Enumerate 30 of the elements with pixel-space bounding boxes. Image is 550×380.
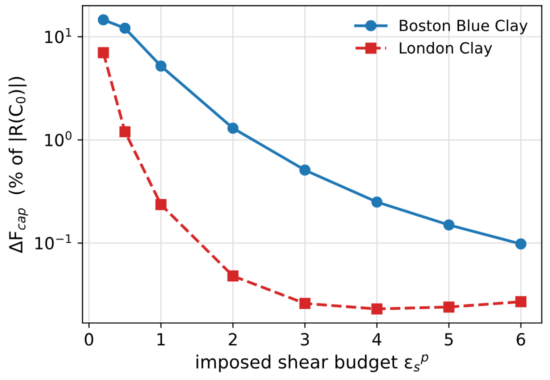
- point: [98, 47, 109, 58]
- legend-label: London Clay: [400, 42, 492, 57]
- x-tick-label: 5: [444, 333, 453, 346]
- point: [119, 126, 131, 138]
- point: [155, 199, 167, 210]
- point: [443, 301, 454, 313]
- y-tick-label: 10$^{0}$: [45, 131, 72, 146]
- point: [299, 298, 310, 309]
- y-tick-label: 10$^{−1}$: [35, 234, 72, 250]
- point: [443, 219, 454, 230]
- point: [119, 22, 131, 34]
- x-tick-label: 1: [157, 333, 165, 346]
- y-axis-title: ΔF$_{cap}$ (% of |R(C$_{0}$)|): [8, 76, 28, 254]
- point: [371, 303, 382, 314]
- point: [227, 122, 238, 134]
- point: [515, 238, 526, 250]
- legend-label: Boston Blue Clay: [400, 19, 528, 34]
- x-tick-label: 3: [300, 333, 309, 346]
- x-tick-label: 4: [372, 333, 382, 346]
- point: [227, 270, 238, 282]
- point: [98, 14, 109, 26]
- point: [371, 196, 382, 208]
- y-tick-label: 10$^{1}$: [45, 28, 72, 44]
- point: [155, 60, 167, 72]
- x-tick-label: 6: [516, 333, 526, 346]
- point: [515, 296, 526, 308]
- x-tick-label: 2: [228, 333, 237, 346]
- x-axis-title: imposed shear budget ε$_{s}$$^{p}$: [196, 354, 428, 372]
- x-tick-label: 0: [84, 333, 94, 346]
- point: [299, 164, 310, 176]
